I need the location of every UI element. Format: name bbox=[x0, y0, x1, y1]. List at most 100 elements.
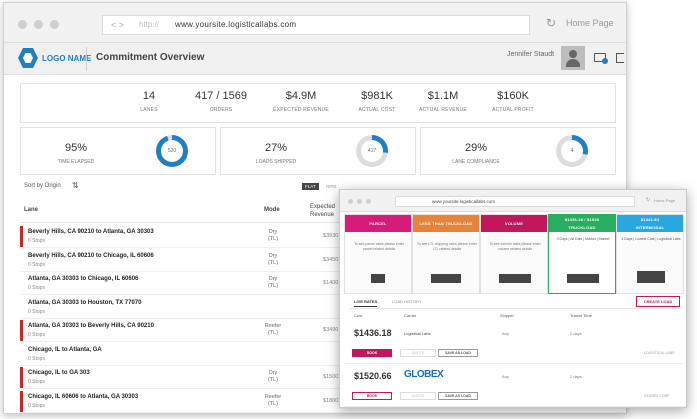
sort-icon[interactable]: ⇅ bbox=[72, 181, 79, 190]
address-bar[interactable]: www.yoursite.logisticallabs.com bbox=[395, 196, 635, 207]
lane-mode: Dry (TL) bbox=[267, 229, 279, 242]
window-close-dot[interactable] bbox=[18, 20, 27, 29]
lane-stops: 0 Stops bbox=[28, 379, 45, 385]
toggle-rpm[interactable]: RPM bbox=[326, 184, 336, 189]
window-maximize-dot[interactable] bbox=[50, 20, 59, 29]
header-divider bbox=[86, 47, 87, 71]
header-expected-revenue[interactable]: Expected Revenue bbox=[310, 204, 336, 218]
lane-stops: 0 Stops bbox=[28, 402, 45, 409]
header-lane[interactable]: Lane bbox=[24, 207, 39, 213]
truck-icon[interactable] bbox=[594, 53, 606, 62]
lane-expected-revenue: $1400.00 bbox=[323, 280, 346, 286]
table-row[interactable]: Chicago, IL to GA 303 0 Stops Dry (TL) $150… bbox=[20, 366, 624, 389]
quote-button[interactable]: QUOTE bbox=[400, 392, 436, 400]
book-button[interactable]: BOOK bbox=[352, 349, 392, 357]
avatar[interactable] bbox=[561, 46, 585, 70]
page-title: Commitment Overview bbox=[96, 52, 205, 63]
stat-actual-profit: $160K ACTUAL PROFIT bbox=[492, 90, 534, 113]
create-load-button[interactable]: CREATE LOAD bbox=[636, 296, 680, 307]
tab-load-history[interactable]: LOAD HISTORY bbox=[392, 299, 422, 304]
stat-expected-revenue: $4.9M EXPECTED REVENUE bbox=[273, 90, 329, 113]
mode-card-intermodal[interactable]: $1342.84 INTERMODAL 4 Days | Lowest Cost … bbox=[616, 214, 684, 294]
sort-label[interactable]: Sort by Origin bbox=[24, 183, 61, 189]
lane-expected-revenue: $1500.00 bbox=[323, 374, 346, 380]
lane-mode: Reefer (TL) bbox=[264, 393, 282, 407]
truck-icon bbox=[567, 274, 599, 283]
table-row[interactable]: Beverly Hills, CA 90210 to Chicago, IL 6… bbox=[20, 249, 624, 272]
row-flag bbox=[20, 320, 23, 341]
lane-expected-revenue: $3930.00 bbox=[323, 233, 346, 239]
mode-card-parcel[interactable]: PARCEL To see parcel rates please enter … bbox=[344, 214, 412, 294]
mode-card-truckload[interactable]: $1436.18 / $1520 TRUCKLOAD 3 Days | All D… bbox=[548, 214, 616, 294]
user-name[interactable]: Jennifer Staudt bbox=[507, 51, 555, 58]
table-row[interactable]: Beverly Hills, CA 90210 to Atlanta, GA 3… bbox=[20, 225, 624, 248]
lane-expected-revenue: $3450.00 bbox=[323, 256, 346, 263]
rate-transit: 2 days bbox=[570, 374, 582, 379]
logout-icon[interactable] bbox=[616, 53, 624, 63]
kpi-lane-compliance: 29% LANE COMPLIANCE 4 bbox=[420, 127, 616, 175]
stat-actual-cost: $981K ACTUAL COST bbox=[358, 90, 396, 113]
truck-icon bbox=[431, 274, 461, 283]
rate-shipper: Any bbox=[502, 374, 509, 379]
progress-ring: 520 bbox=[156, 135, 188, 167]
mode-cards: PARCEL To see parcel rates please enter … bbox=[344, 214, 684, 294]
mode-card-volume[interactable]: VOLUME To see volume rates please enter … bbox=[480, 214, 548, 294]
logo-icon bbox=[18, 48, 38, 68]
lane-stops: 0 Stops bbox=[28, 285, 45, 291]
quote-button[interactable]: QUOTE bbox=[400, 349, 436, 357]
train-icon bbox=[637, 271, 665, 283]
table-header: Lane Mode Expected Revenue bbox=[20, 203, 624, 223]
url-text: www.yoursite.logisticallabs.com bbox=[432, 199, 496, 204]
notification-badge bbox=[602, 58, 608, 64]
lane-name: Chicago, IL 60606 to Atlanta, GA 30303 bbox=[28, 393, 139, 400]
lane-stops: 0 Stops bbox=[28, 332, 45, 338]
window-close-dot[interactable] bbox=[348, 199, 353, 204]
table-row[interactable]: Atlanta, GA 30303 to Beverly Hills, CA 9… bbox=[20, 319, 624, 342]
toggle-flat[interactable]: FLAT bbox=[302, 183, 319, 190]
window-minimize-dot[interactable] bbox=[357, 199, 362, 204]
home-page-link[interactable]: Home Page bbox=[654, 198, 676, 203]
save-as-load-button[interactable]: SAVE AS LOAD bbox=[438, 349, 478, 357]
globex-logo: GLOBEX bbox=[404, 369, 444, 380]
browser-chrome: www.yoursite.logisticallabs.com ↻ Home P… bbox=[340, 190, 686, 212]
lane-mode: Reefer (TL) bbox=[264, 323, 282, 336]
window-maximize-dot[interactable] bbox=[366, 199, 371, 204]
stats-panel: 14 LANES 417 / 1569 ORDERS $4.9M EXPECTED R… bbox=[20, 83, 616, 123]
lane-mode: Dry (TL) bbox=[267, 276, 279, 289]
row-flag bbox=[20, 367, 23, 388]
rates-browser-window: www.yoursite.logisticallabs.com ↻ Home P… bbox=[339, 189, 687, 408]
logo-text: LOGO NAME bbox=[42, 54, 92, 63]
url-text: www.yoursite.logisticallabs.com bbox=[175, 20, 297, 29]
rate-provider: GLOBEX CORP bbox=[644, 394, 670, 398]
home-page-link[interactable]: Home Page bbox=[566, 18, 614, 28]
reload-icon[interactable]: ↻ bbox=[546, 16, 557, 30]
rate-shipper: Any bbox=[502, 331, 509, 336]
window-minimize-dot[interactable] bbox=[34, 20, 43, 29]
table-row[interactable]: Chicago, IL 60606 to Atlanta, GA 30303 0 … bbox=[20, 390, 624, 413]
reload-icon[interactable]: ↻ bbox=[646, 197, 651, 203]
truck-icon bbox=[499, 274, 531, 283]
header-transit: Transit Time bbox=[570, 313, 592, 318]
table-row[interactable]: Atlanta, GA 30303 to Chicago, IL 60606 0 … bbox=[20, 272, 624, 295]
lane-name: Chicago, IL to GA 303 bbox=[28, 370, 90, 376]
mode-card-ltl[interactable]: LESS THAN TRUCKLOAD To see LTL shipping … bbox=[412, 214, 480, 294]
save-as-load-button[interactable]: SAVE AS LOAD bbox=[438, 392, 478, 400]
row-flag bbox=[20, 226, 23, 247]
table-toolbar: Sort by Origin ⇅ FLAT RPM bbox=[20, 181, 624, 195]
nav-arrows[interactable]: < > bbox=[111, 20, 125, 30]
lane-name: Atlanta, GA 30303 to Chicago, IL 60606 bbox=[28, 276, 139, 282]
kpi-loads-shipped: 27% LOADS SHIPPED 417 bbox=[220, 127, 416, 175]
van-icon bbox=[371, 274, 385, 283]
lane-expected-revenue: $1800.00 bbox=[323, 397, 346, 404]
header-mode[interactable]: Mode bbox=[264, 207, 280, 213]
book-button[interactable]: BOOK bbox=[352, 392, 392, 400]
progress-ring: 4 bbox=[556, 135, 588, 167]
rate-row: $1436.18 Logistical Labs Any 2 days BOOK… bbox=[344, 322, 684, 364]
progress-ring: 417 bbox=[356, 135, 388, 167]
url-protocol: http:// bbox=[139, 20, 160, 29]
address-bar[interactable]: < > http:// www.yoursite.logisticallabs.… bbox=[102, 15, 530, 35]
rate-price: $1520.66 bbox=[354, 371, 392, 381]
lane-stops: 0 Stops bbox=[28, 308, 45, 315]
lane-stops: 0 Stops bbox=[28, 238, 45, 244]
tab-live-rates[interactable]: LIVE RATES bbox=[354, 299, 378, 307]
